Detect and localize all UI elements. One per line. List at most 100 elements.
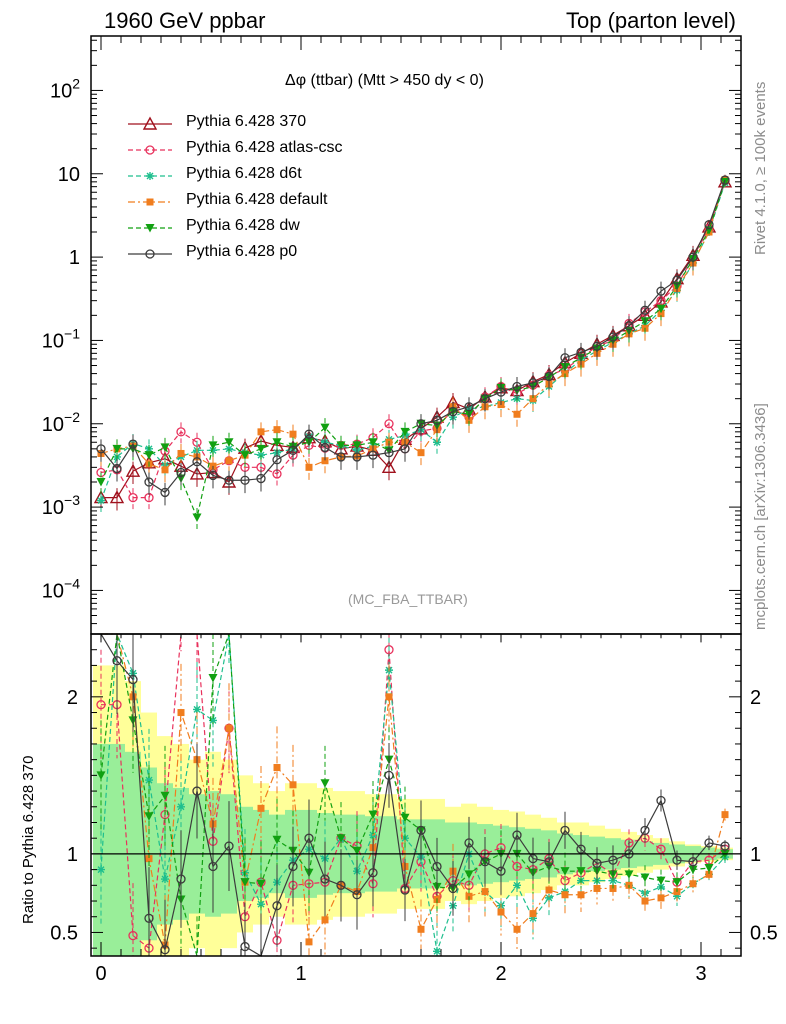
data-point bbox=[496, 866, 506, 876]
plot-frames: 10−4 10−3 10−2 10−1 1 10 102 0.5 0.5 1 1 2 2 0 1 2 3 bbox=[42, 35, 778, 985]
data-point bbox=[240, 878, 250, 887]
mcplots-side-label: mcplots.cern.ch [arXiv:1306.3436] bbox=[752, 403, 769, 630]
data-point bbox=[512, 861, 522, 872]
data-point bbox=[464, 870, 474, 879]
data-point bbox=[144, 812, 154, 821]
data-point bbox=[352, 441, 362, 450]
data-point bbox=[529, 395, 537, 403]
data-point bbox=[145, 855, 153, 863]
data-point bbox=[336, 834, 346, 843]
legend-label: Pythia 6.428 default bbox=[186, 191, 328, 208]
data-point bbox=[256, 473, 266, 484]
ratio-y-tick-label-right: 1 bbox=[750, 844, 761, 866]
data-point bbox=[208, 673, 218, 683]
data-point bbox=[528, 853, 538, 864]
legend bbox=[128, 116, 172, 259]
x-tick-label: 0 bbox=[95, 963, 106, 985]
legend-marker bbox=[142, 116, 158, 130]
data-point bbox=[208, 861, 218, 872]
legend-marker bbox=[145, 224, 155, 233]
data-point bbox=[209, 716, 217, 725]
data-point bbox=[417, 925, 425, 933]
data-point bbox=[464, 402, 474, 412]
data-point bbox=[624, 321, 634, 331]
data-point bbox=[161, 466, 169, 474]
data-point bbox=[240, 941, 250, 952]
y-tick-label: 10−1 bbox=[42, 325, 80, 352]
data-point bbox=[189, 466, 205, 480]
data-point bbox=[656, 304, 666, 314]
data-point bbox=[640, 305, 650, 315]
data-point bbox=[577, 891, 585, 899]
main-series-5 bbox=[96, 175, 730, 506]
data-point bbox=[97, 496, 105, 505]
data-point bbox=[528, 378, 538, 388]
data-point bbox=[272, 455, 282, 465]
legend-label: Pythia 6.428 atlas-csc bbox=[186, 139, 343, 156]
data-point bbox=[321, 916, 329, 924]
data-point bbox=[384, 645, 394, 655]
ratio-y-tick-label-left: 2 bbox=[67, 687, 78, 709]
data-point bbox=[608, 855, 618, 865]
series-line bbox=[100, 182, 726, 501]
data-point bbox=[320, 423, 330, 433]
data-point bbox=[145, 776, 153, 785]
data-point bbox=[448, 406, 458, 417]
series-line bbox=[100, 179, 726, 471]
data-point bbox=[208, 470, 218, 481]
data-point bbox=[672, 855, 682, 865]
data-point bbox=[512, 830, 522, 840]
data-point bbox=[160, 791, 170, 801]
data-point bbox=[176, 427, 186, 437]
data-point bbox=[384, 419, 394, 429]
data-point bbox=[192, 786, 202, 796]
data-point bbox=[705, 870, 713, 878]
data-point bbox=[513, 881, 521, 890]
data-point bbox=[656, 286, 666, 296]
data-point bbox=[481, 888, 489, 896]
ratio-y-tick-label-right: 2 bbox=[750, 687, 761, 709]
data-point bbox=[721, 811, 729, 819]
ratio-y-tick-label-left: 0.5 bbox=[50, 922, 78, 944]
data-point bbox=[192, 457, 202, 467]
watermark-label: (MC_FBA_TTBAR) bbox=[348, 591, 468, 607]
rivet-side-label: Rivet 4.1.0, ≥ 100k events bbox=[752, 81, 769, 255]
legend-marker bbox=[145, 249, 155, 259]
data-point bbox=[256, 444, 266, 454]
data-point bbox=[560, 867, 570, 876]
data-point bbox=[400, 813, 410, 823]
data-point bbox=[672, 878, 682, 887]
data-point bbox=[656, 795, 666, 806]
x-tick-label: 3 bbox=[695, 963, 706, 985]
data-point bbox=[560, 353, 570, 363]
data-point bbox=[400, 885, 410, 895]
data-point bbox=[272, 835, 282, 845]
data-point bbox=[272, 901, 282, 911]
data-point bbox=[480, 394, 490, 404]
data-point bbox=[656, 844, 666, 854]
data-point bbox=[109, 490, 125, 504]
data-point bbox=[464, 838, 474, 848]
data-point bbox=[432, 861, 442, 872]
data-point bbox=[417, 449, 425, 457]
data-point bbox=[289, 430, 297, 438]
data-point bbox=[657, 310, 665, 318]
data-point bbox=[416, 419, 426, 429]
data-point bbox=[673, 892, 681, 901]
data-point bbox=[688, 857, 698, 867]
series-line bbox=[101, 181, 726, 499]
data-point bbox=[560, 825, 570, 835]
data-point bbox=[352, 890, 362, 900]
data-point bbox=[416, 825, 426, 835]
data-point bbox=[448, 883, 458, 894]
data-point bbox=[576, 867, 586, 876]
data-point bbox=[160, 487, 170, 498]
data-point bbox=[257, 804, 265, 812]
series-line bbox=[100, 633, 726, 957]
data-point bbox=[208, 441, 218, 450]
data-point bbox=[704, 220, 714, 230]
data-point bbox=[544, 857, 554, 867]
data-point bbox=[641, 897, 649, 905]
data-point bbox=[368, 450, 378, 460]
